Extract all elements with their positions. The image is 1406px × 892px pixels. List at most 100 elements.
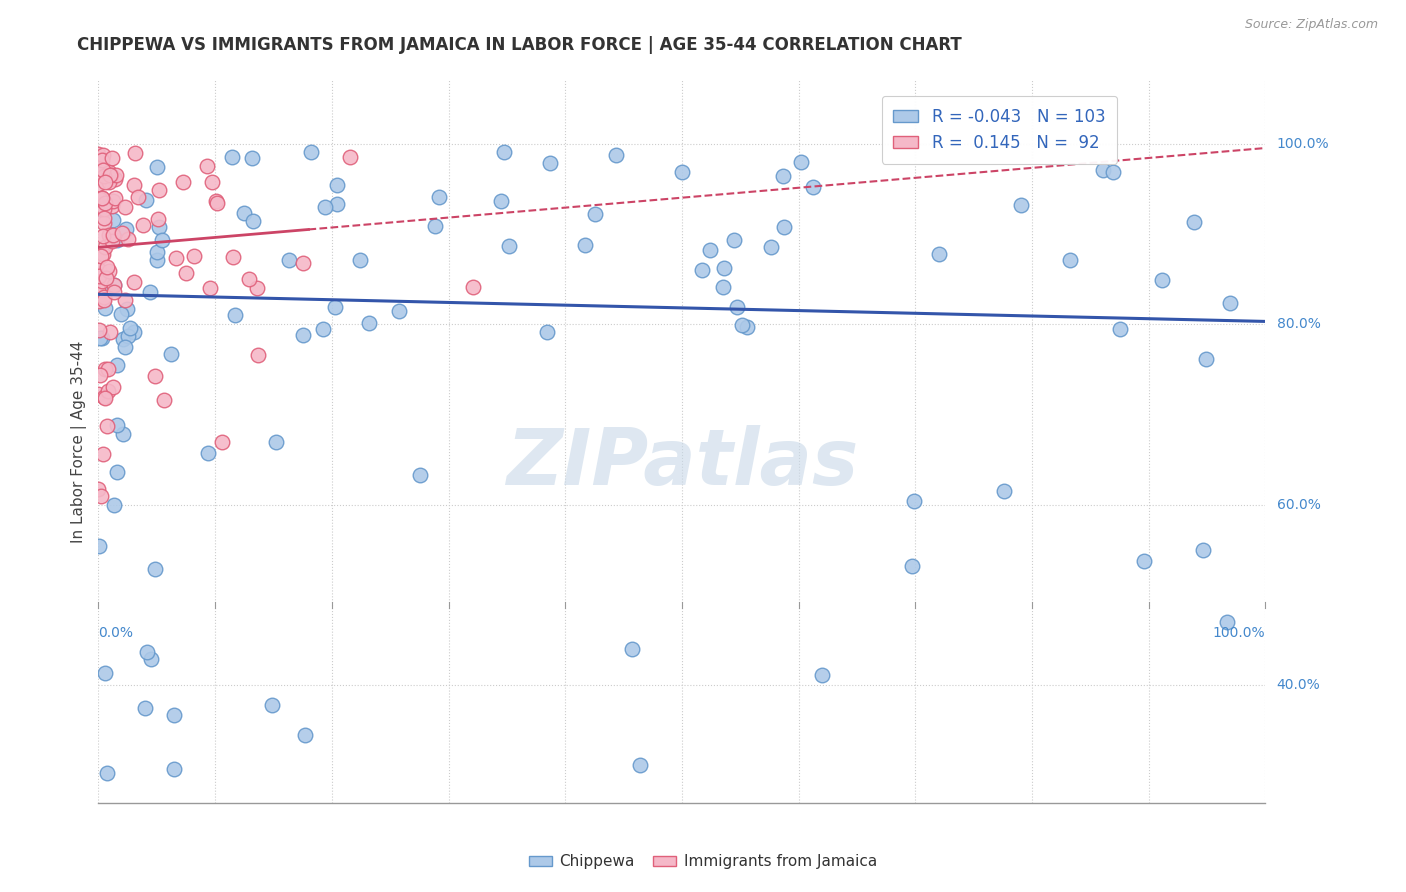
- Point: [105, 233, 128, 247]
- Point: [101, 199, 124, 213]
- Point: [87, 387, 110, 401]
- Point: [111, 332, 134, 346]
- Point: [723, 233, 745, 247]
- Point: [87, 268, 110, 283]
- Point: [292, 256, 315, 270]
- Point: [204, 194, 226, 208]
- Point: [326, 197, 349, 211]
- Point: [96, 260, 118, 274]
- Point: [115, 222, 138, 236]
- Point: [195, 159, 218, 173]
- Point: [489, 194, 512, 208]
- Point: [1133, 553, 1156, 567]
- Point: [87, 268, 110, 282]
- Point: [224, 308, 246, 322]
- Point: [789, 154, 811, 169]
- Point: [461, 280, 484, 294]
- Point: [1109, 322, 1132, 336]
- Point: [117, 232, 139, 246]
- Point: [94, 271, 117, 285]
- Point: [146, 244, 169, 259]
- Point: [91, 247, 114, 261]
- Point: [111, 226, 134, 240]
- Point: [103, 278, 125, 293]
- Point: [494, 145, 516, 159]
- Point: [91, 274, 114, 288]
- Point: [240, 151, 263, 165]
- Point: [91, 148, 114, 162]
- Point: [97, 362, 120, 376]
- Point: [761, 240, 783, 254]
- Point: [91, 153, 114, 167]
- Text: CHIPPEWA VS IMMIGRANTS FROM JAMAICA IN LABOR FORCE | AGE 35-44 CORRELATION CHART: CHIPPEWA VS IMMIGRANTS FROM JAMAICA IN L…: [77, 36, 962, 54]
- Point: [773, 220, 796, 235]
- Point: [90, 489, 112, 503]
- Point: [359, 316, 381, 330]
- Text: 0.0%: 0.0%: [98, 626, 134, 640]
- Point: [90, 191, 112, 205]
- Point: [605, 148, 627, 162]
- Point: [211, 435, 233, 450]
- Point: [89, 331, 111, 345]
- Point: [139, 285, 162, 299]
- Point: [87, 482, 110, 496]
- Point: [388, 304, 411, 318]
- Point: [1059, 252, 1081, 267]
- Point: [97, 384, 120, 399]
- Point: [98, 325, 121, 339]
- Point: [97, 175, 120, 189]
- Point: [198, 281, 221, 295]
- Point: [100, 169, 122, 183]
- Point: [89, 197, 111, 211]
- Point: [692, 262, 714, 277]
- Point: [89, 167, 111, 181]
- Legend: Chippewa, Immigrants from Jamaica: Chippewa, Immigrants from Jamaica: [523, 848, 883, 875]
- Point: [87, 293, 110, 307]
- Point: [183, 249, 205, 263]
- Point: [94, 666, 117, 681]
- Point: [127, 190, 149, 204]
- Point: [101, 227, 124, 242]
- Point: [94, 361, 117, 376]
- Point: [993, 483, 1015, 498]
- Point: [711, 279, 734, 293]
- Point: [93, 290, 115, 304]
- Point: [91, 331, 114, 345]
- Point: [349, 252, 371, 267]
- Point: [93, 202, 115, 216]
- Point: [145, 368, 167, 383]
- Point: [91, 447, 114, 461]
- Point: [104, 191, 127, 205]
- Point: [1192, 543, 1215, 558]
- Point: [148, 183, 170, 197]
- Point: [94, 392, 117, 406]
- Point: [294, 728, 316, 742]
- Point: [409, 468, 432, 483]
- Point: [117, 329, 139, 343]
- Point: [425, 219, 447, 233]
- Point: [620, 641, 643, 656]
- Point: [103, 498, 125, 512]
- Point: [146, 253, 169, 268]
- Point: [90, 250, 112, 264]
- Point: [498, 238, 520, 252]
- Point: [172, 175, 194, 189]
- Point: [96, 766, 118, 780]
- Point: [94, 240, 117, 254]
- Legend: R = -0.043   N = 103, R =  0.145   N =  92: R = -0.043 N = 103, R = 0.145 N = 92: [882, 95, 1116, 163]
- Point: [114, 340, 136, 354]
- Point: [574, 238, 596, 252]
- Point: [87, 277, 110, 292]
- Point: [174, 266, 197, 280]
- Point: [87, 539, 110, 553]
- Point: [105, 465, 128, 479]
- Point: [114, 200, 136, 214]
- Point: [101, 213, 124, 227]
- Point: [326, 178, 349, 193]
- Point: [148, 219, 170, 234]
- Point: [89, 202, 111, 216]
- Point: [93, 301, 115, 316]
- Point: [323, 300, 346, 314]
- Text: Source: ZipAtlas.com: Source: ZipAtlas.com: [1244, 18, 1378, 31]
- Point: [1195, 352, 1218, 367]
